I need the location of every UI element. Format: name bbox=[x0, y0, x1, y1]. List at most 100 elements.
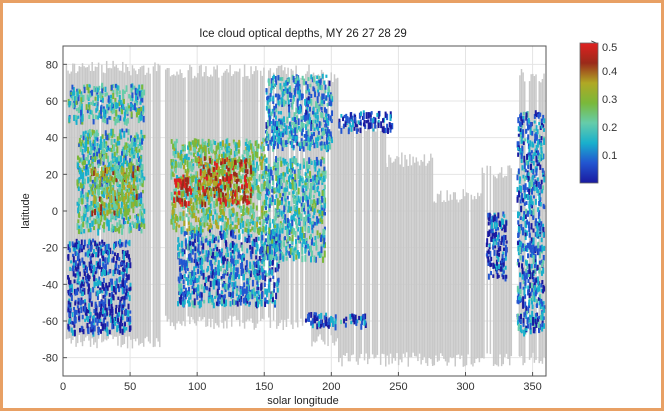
cloud-point bbox=[255, 168, 257, 173]
cloud-point bbox=[176, 196, 178, 201]
cloud-point bbox=[282, 118, 284, 122]
cloud-point bbox=[276, 122, 278, 127]
cloud-point bbox=[117, 284, 119, 288]
cloud-point bbox=[224, 224, 226, 229]
cloud-point bbox=[291, 142, 293, 148]
cloud-point bbox=[109, 148, 111, 152]
cloud-point bbox=[302, 188, 304, 193]
cloud-point bbox=[272, 297, 274, 302]
cloud-point bbox=[243, 254, 245, 258]
cloud-point bbox=[245, 163, 247, 168]
cloud-point bbox=[124, 280, 126, 286]
cloud-point bbox=[143, 135, 145, 139]
cloud-point bbox=[86, 223, 88, 229]
cloud-point bbox=[199, 145, 201, 150]
cloud-point bbox=[118, 305, 120, 312]
cloud-point bbox=[200, 169, 202, 176]
cloud-point bbox=[330, 94, 332, 99]
cloud-point bbox=[247, 190, 249, 193]
cloud-point bbox=[269, 204, 271, 208]
cloud-point bbox=[228, 201, 230, 207]
cloud-point bbox=[210, 224, 212, 228]
cloud-point bbox=[93, 249, 95, 254]
cloud-point bbox=[99, 290, 101, 294]
cloud-point bbox=[325, 75, 327, 78]
cloud-point bbox=[288, 126, 290, 129]
cloud-point bbox=[278, 111, 280, 114]
cloud-point bbox=[102, 269, 104, 275]
coverage-swath bbox=[411, 165, 412, 357]
cloud-point bbox=[225, 240, 227, 246]
cloud-point bbox=[275, 194, 277, 198]
cloud-point bbox=[181, 260, 183, 267]
cloud-point bbox=[304, 99, 306, 106]
coverage-swath bbox=[403, 167, 404, 354]
cloud-point bbox=[280, 111, 282, 115]
cloud-point bbox=[301, 132, 303, 136]
cloud-point bbox=[243, 298, 245, 304]
cloud-point bbox=[142, 92, 144, 98]
cloud-point bbox=[309, 205, 311, 209]
cloud-point bbox=[273, 166, 275, 170]
cloud-point bbox=[285, 140, 287, 145]
cloud-point bbox=[90, 176, 92, 182]
cloud-point bbox=[85, 138, 87, 142]
cloud-point bbox=[251, 294, 253, 299]
coverage-swath bbox=[480, 193, 481, 358]
cloud-point bbox=[204, 141, 206, 145]
cloud-point bbox=[183, 211, 185, 217]
cloud-point bbox=[263, 261, 265, 266]
cloud-point bbox=[102, 295, 104, 299]
cloud-point bbox=[264, 159, 266, 163]
cloud-point bbox=[243, 274, 245, 280]
cloud-point bbox=[138, 85, 140, 89]
cloud-point bbox=[252, 221, 254, 225]
cloud-point bbox=[94, 209, 96, 215]
cloud-point bbox=[84, 305, 86, 309]
cloud-point bbox=[139, 91, 141, 97]
cloud-point bbox=[187, 160, 189, 167]
cloud-point bbox=[124, 112, 126, 119]
cloud-point bbox=[258, 176, 260, 182]
cloud-point bbox=[82, 178, 84, 184]
cloud-point bbox=[106, 167, 108, 174]
cloud-point bbox=[97, 202, 99, 207]
cloud-point bbox=[109, 269, 111, 273]
cloud-point bbox=[277, 248, 279, 252]
cloud-point bbox=[72, 268, 74, 271]
cloud-point bbox=[80, 174, 82, 179]
cloud-point bbox=[79, 261, 81, 265]
cloud-point bbox=[127, 148, 129, 151]
cloud-point bbox=[130, 103, 132, 107]
cloud-point bbox=[201, 258, 203, 265]
cloud-point bbox=[273, 288, 275, 292]
cloud-point bbox=[301, 250, 303, 254]
cloud-point bbox=[129, 262, 131, 268]
cloud-point bbox=[204, 222, 206, 227]
cloud-point bbox=[202, 186, 204, 192]
cloud-point bbox=[132, 208, 134, 213]
cloud-point bbox=[180, 283, 182, 288]
cloud-point bbox=[272, 229, 274, 235]
cloud-point bbox=[189, 178, 191, 183]
cloud-point bbox=[81, 239, 83, 245]
cloud-point bbox=[248, 237, 250, 243]
cloud-point bbox=[268, 191, 270, 194]
cloud-point bbox=[141, 173, 143, 178]
cloud-point bbox=[273, 75, 275, 79]
cloud-point bbox=[97, 254, 99, 257]
cloud-point bbox=[106, 104, 108, 108]
cloud-point bbox=[81, 157, 83, 161]
cloud-point bbox=[94, 199, 96, 204]
cloud-point bbox=[277, 162, 279, 169]
cloud-point bbox=[98, 313, 100, 319]
cloud-point bbox=[108, 257, 110, 262]
cloud-point bbox=[261, 156, 263, 159]
cloud-point bbox=[106, 327, 108, 332]
cloud-point bbox=[200, 230, 202, 233]
cloud-point bbox=[257, 287, 259, 290]
cloud-point bbox=[275, 293, 277, 299]
cloud-point bbox=[261, 271, 263, 277]
cloud-point bbox=[213, 201, 215, 208]
cloud-point bbox=[109, 330, 111, 335]
